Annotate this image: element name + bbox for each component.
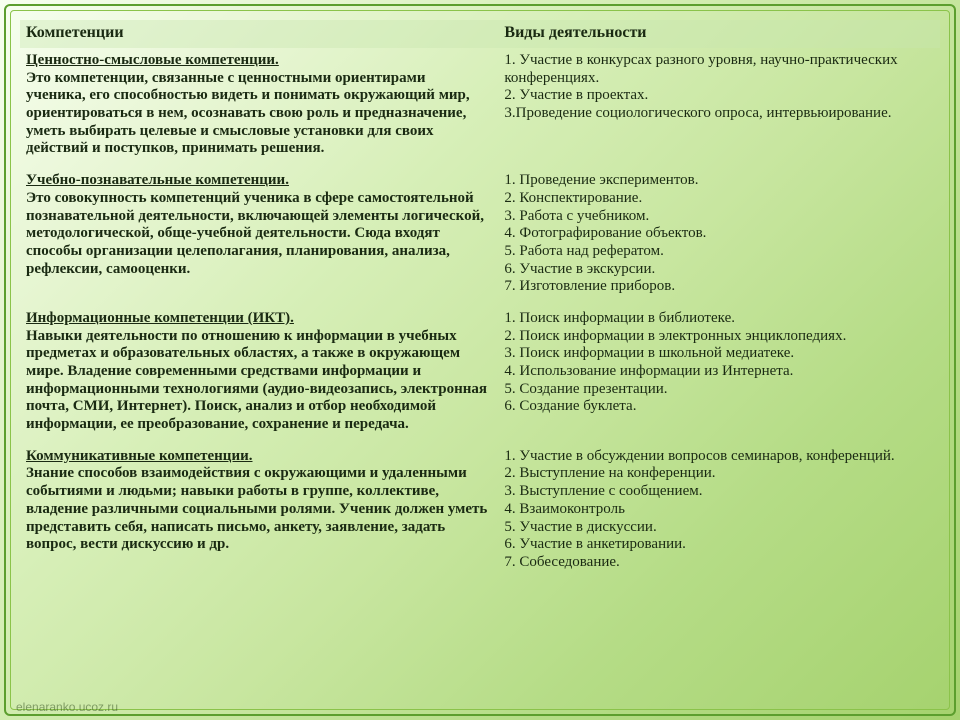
competency-title: Ценностно-смысловые компетенции. <box>26 52 488 70</box>
col-header-activities: Виды деятельности <box>498 20 940 48</box>
slide-page: Компетенции Виды деятельности Ценностно-… <box>0 0 960 720</box>
activities-cell: 1. Участие в конкурсах разного уровня, н… <box>498 48 940 168</box>
col-header-competencies: Компетенции <box>20 20 498 48</box>
competency-cell: Информационные компетенции (ИКТ). Навыки… <box>20 306 498 444</box>
competency-title: Учебно-познавательные компетенции. <box>26 172 488 190</box>
table-row: Учебно-познавательные компетенции. Это с… <box>20 168 940 306</box>
competencies-table: Компетенции Виды деятельности Ценностно-… <box>20 20 940 582</box>
activities-cell: 1. Проведение экспериментов.2. Конспекти… <box>498 168 940 306</box>
competency-cell: Ценностно-смысловые компетенции. Это ком… <box>20 48 498 168</box>
competency-cell: Коммуникативные компетенции. Знание спос… <box>20 444 498 582</box>
activities-cell: 1. Участие в обсуждении вопросов семинар… <box>498 444 940 582</box>
competency-cell: Учебно-познавательные компетенции. Это с… <box>20 168 498 306</box>
table-row: Ценностно-смысловые компетенции. Это ком… <box>20 48 940 168</box>
footer-credit: elenaranko.ucoz.ru <box>16 700 118 714</box>
content-area: Компетенции Виды деятельности Ценностно-… <box>20 20 940 690</box>
competency-desc: Это совокупность компетенций ученика в с… <box>26 190 484 277</box>
competency-title: Информационные компетенции (ИКТ). <box>26 310 488 328</box>
table-row: Информационные компетенции (ИКТ). Навыки… <box>20 306 940 444</box>
table-header-row: Компетенции Виды деятельности <box>20 20 940 48</box>
competency-desc: Это компетенции, связанные с ценностными… <box>26 70 470 157</box>
competency-desc: Навыки деятельности по отношению к инфор… <box>26 328 487 432</box>
table-row: Коммуникативные компетенции. Знание спос… <box>20 444 940 582</box>
activities-cell: 1. Поиск информации в библиотеке.2. Поис… <box>498 306 940 444</box>
competency-desc: Знание способов взаимодействия с окружаю… <box>26 465 487 552</box>
competency-title: Коммуникативные компетенции. <box>26 448 488 466</box>
